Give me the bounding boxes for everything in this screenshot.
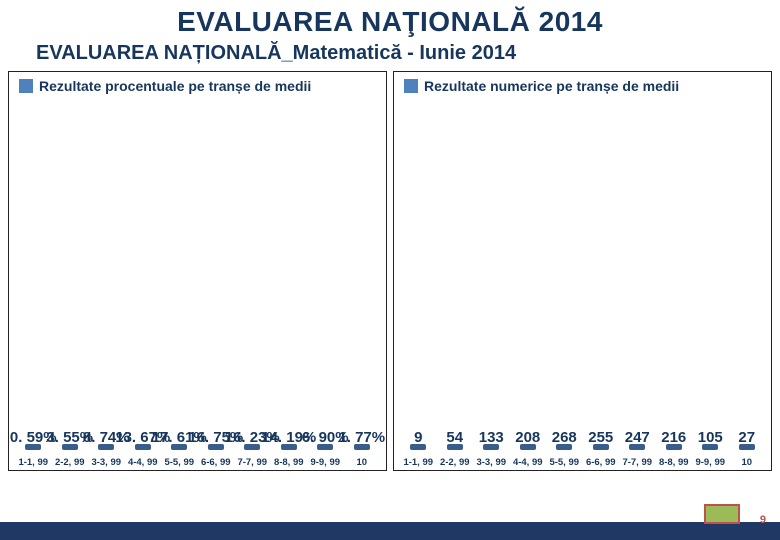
bar-value-label: 1. 77% (338, 429, 385, 448)
bar-value-label: 255 (588, 429, 613, 448)
charts-row: Rezultate procentuale pe tranșe de medii… (0, 65, 780, 471)
bar-value-label: 105 (698, 429, 723, 448)
x-tick: 8-8, 99 (656, 457, 693, 468)
x-tick: 9-9, 99 (307, 457, 344, 468)
bars-area: 0. 59%3. 55%8. 74%13. 67%17. 61%16. 75%1… (15, 102, 380, 448)
footer-bar (0, 522, 780, 540)
x-tick: 7-7, 99 (234, 457, 271, 468)
bar-value-label: 247 (625, 429, 650, 448)
x-tick: 1-1, 99 (15, 457, 52, 468)
subtitle: EVALUAREA NAȚIONALĂ_Matematică - Iunie 2… (0, 38, 780, 65)
bars-area: 9 54 133 208 268 255 247 216 105 27 (400, 102, 765, 448)
bar-value-label: 54 (446, 429, 463, 448)
x-tick: 7-7, 99 (619, 457, 656, 468)
x-tick: 6-6, 99 (583, 457, 620, 468)
x-tick: 5-5, 99 (546, 457, 583, 468)
bar-value-label: 268 (552, 429, 577, 448)
legend-text: Rezultate numerice pe tranșe de medii (424, 78, 679, 94)
x-tick: 3-3, 99 (473, 457, 510, 468)
x-tick: 4-4, 99 (510, 457, 547, 468)
chart-legend: Rezultate numerice pe tranșe de medii (404, 78, 679, 94)
x-tick: 10 (344, 457, 381, 468)
chart-left: Rezultate procentuale pe tranșe de medii… (8, 71, 387, 471)
x-tick: 3-3, 99 (88, 457, 125, 468)
x-tick: 10 (729, 457, 766, 468)
bar-value-label: 208 (515, 429, 540, 448)
chart-right: Rezultate numerice pe tranșe de medii 9 54… (393, 71, 772, 471)
x-axis: 1-1, 992-2, 993-3, 994-4, 995-5, 996-6, … (400, 450, 765, 468)
x-tick: 4-4, 99 (125, 457, 162, 468)
bar-value-label: 27 (738, 429, 755, 448)
x-tick: 1-1, 99 (400, 457, 437, 468)
x-tick: 2-2, 99 (437, 457, 474, 468)
legend-swatch (404, 79, 418, 93)
bar-value-label: 9 (414, 429, 422, 448)
chart-legend: Rezultate procentuale pe tranșe de medii (19, 78, 311, 94)
x-tick: 6-6, 99 (198, 457, 235, 468)
page-number: 9 (760, 514, 766, 526)
legend-text: Rezultate procentuale pe tranșe de medii (39, 78, 311, 94)
x-axis: 1-1, 992-2, 993-3, 994-4, 995-5, 996-6, … (15, 450, 380, 468)
accent-box (704, 504, 740, 524)
x-tick: 5-5, 99 (161, 457, 198, 468)
x-tick: 8-8, 99 (271, 457, 308, 468)
x-tick: 2-2, 99 (52, 457, 89, 468)
main-title: EVALUAREA NAŢIONALĂ 2014 (0, 0, 780, 38)
bar-value-label: 133 (479, 429, 504, 448)
x-tick: 9-9, 99 (692, 457, 729, 468)
bar-value-label: 216 (661, 429, 686, 448)
legend-swatch (19, 79, 33, 93)
